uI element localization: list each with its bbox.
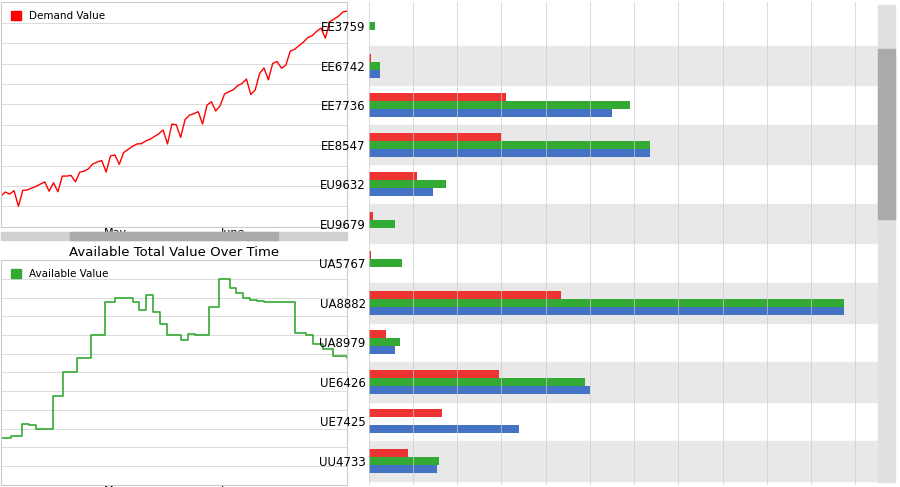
- Bar: [369, 125, 878, 165]
- Bar: [369, 259, 401, 267]
- Bar: [369, 410, 442, 417]
- Bar: [369, 457, 439, 465]
- Bar: [369, 449, 409, 457]
- Bar: [369, 172, 418, 180]
- Bar: [369, 386, 590, 393]
- Bar: [369, 220, 395, 228]
- Bar: [369, 22, 375, 30]
- Bar: [369, 331, 386, 338]
- Bar: [369, 94, 506, 101]
- Bar: [369, 180, 446, 188]
- Bar: [369, 54, 371, 62]
- Bar: [369, 251, 371, 259]
- Bar: [369, 109, 612, 117]
- Bar: [369, 101, 630, 109]
- Bar: [369, 370, 500, 378]
- Bar: [369, 204, 878, 244]
- Bar: [369, 465, 437, 473]
- Title: Available Total Value Over Time: Available Total Value Over Time: [69, 246, 279, 259]
- Bar: [369, 441, 878, 481]
- Bar: [369, 283, 878, 322]
- Bar: [369, 378, 586, 386]
- Bar: [369, 188, 433, 196]
- Bar: [369, 425, 519, 433]
- Bar: [369, 291, 561, 299]
- Bar: [369, 362, 878, 402]
- Bar: [369, 133, 501, 141]
- Bar: [369, 299, 844, 307]
- Bar: [369, 149, 650, 156]
- Bar: [369, 212, 374, 220]
- Bar: [369, 338, 400, 346]
- Bar: [369, 307, 844, 315]
- Legend: Available Value: Available Value: [10, 268, 110, 280]
- Bar: [369, 141, 650, 149]
- Bar: [369, 46, 878, 85]
- Legend: Demand Value: Demand Value: [10, 10, 106, 22]
- Bar: [369, 70, 380, 77]
- Bar: [369, 62, 380, 70]
- Bar: [369, 346, 395, 354]
- Title: Demand Total Value Over Time: Demand Total Value Over Time: [71, 0, 277, 1]
